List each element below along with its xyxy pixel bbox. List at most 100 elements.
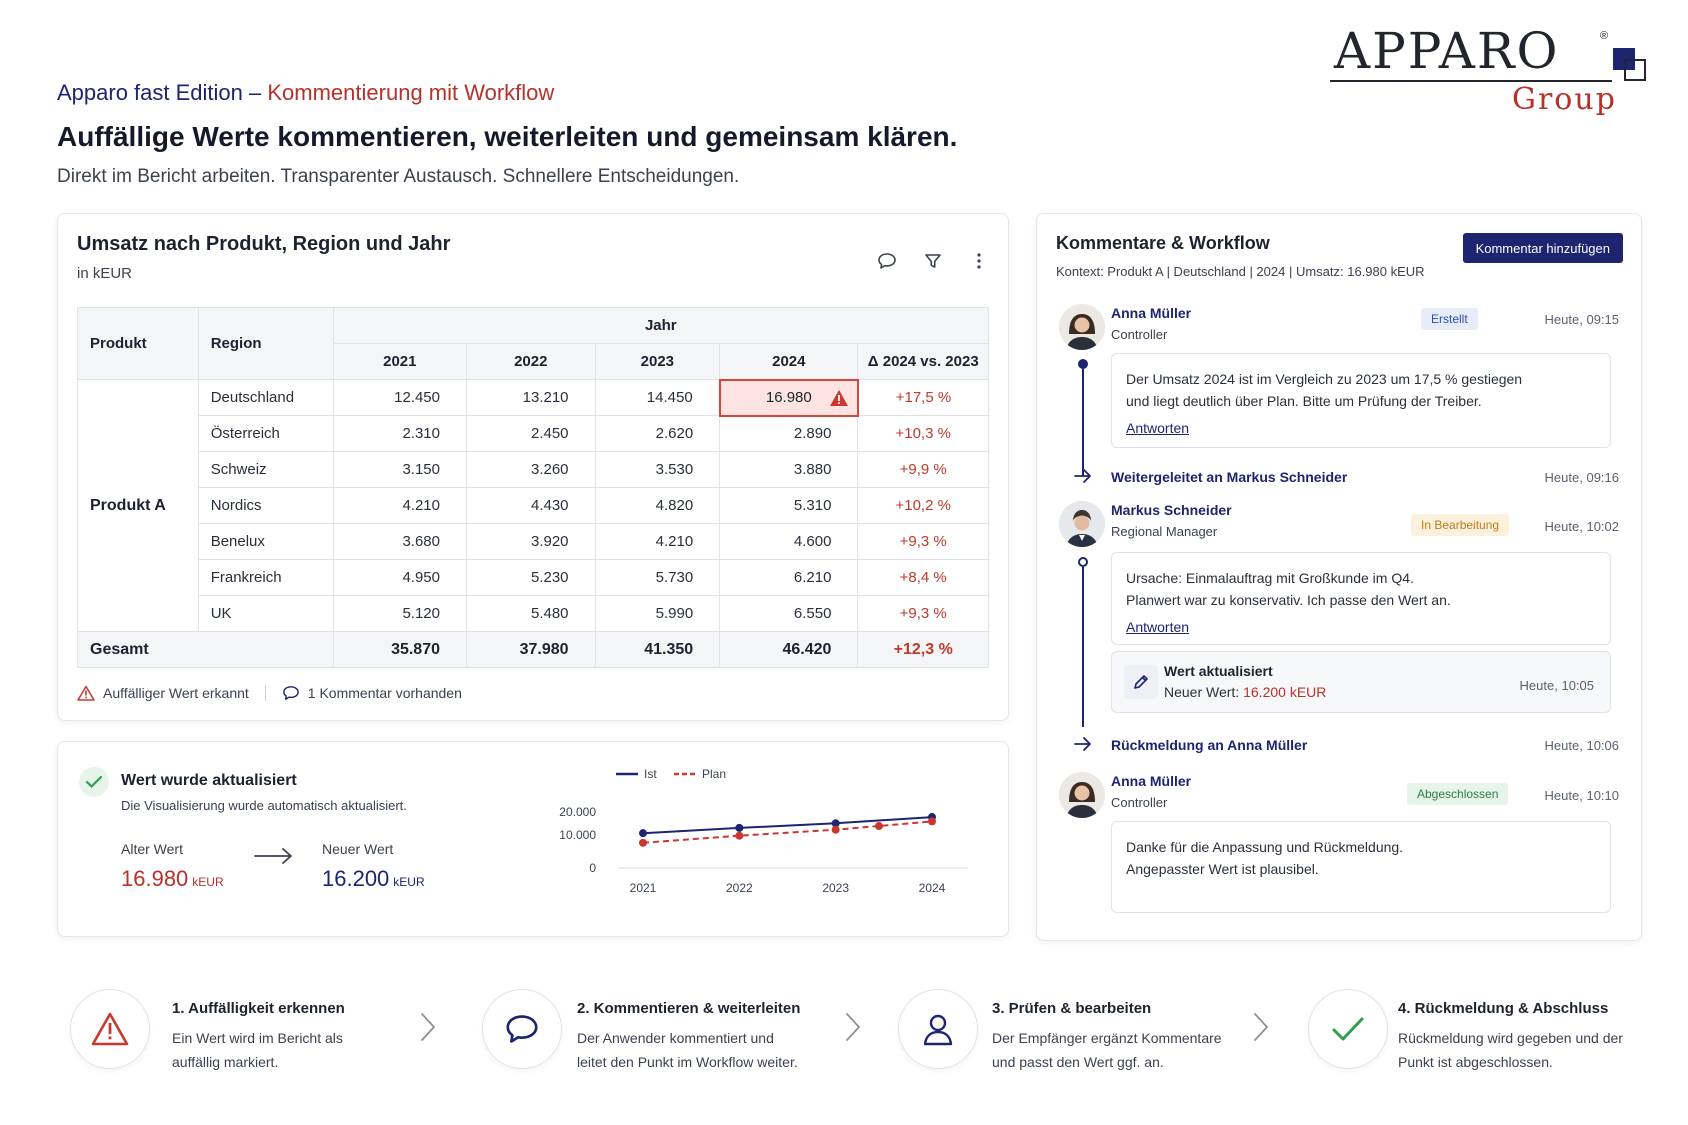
value-cell[interactable]: 3.880: [719, 451, 859, 488]
table-toolbar: [876, 250, 990, 272]
value-cell[interactable]: 2.890: [719, 415, 859, 452]
x-tick-label: 2021: [630, 881, 657, 895]
page-title: Auffällige Werte kommentieren, weiterlei…: [57, 121, 958, 152]
edit-icon: [1124, 665, 1158, 699]
value-cell[interactable]: 6.550: [719, 595, 859, 632]
value-cell[interactable]: 6.210: [719, 559, 859, 596]
value-cell[interactable]: 14.450: [594, 379, 721, 416]
comment-text-line: Ursache: Einmalauftrag mit Großkunde im …: [1126, 570, 1414, 586]
region-cell: Frankreich: [197, 559, 334, 596]
value-cell[interactable]: 2.310: [332, 415, 468, 452]
value-cell[interactable]: 5.480: [466, 595, 596, 632]
data-point-plan: [735, 831, 744, 840]
value-cell[interactable]: 4.210: [594, 523, 721, 560]
comment-body: Danke für die Anpassung und Rückmeldung.…: [1111, 821, 1611, 913]
comment-text-line: Angepasster Wert ist plausibel.: [1126, 861, 1319, 877]
logo-group: Group: [1512, 82, 1617, 117]
data-point-ist: [639, 829, 647, 838]
step-3-title: 3. Prüfen & bearbeiten: [992, 1000, 1152, 1017]
reply-link[interactable]: Antworten: [1126, 619, 1190, 635]
value-cell[interactable]: 4.820: [594, 487, 721, 524]
step-2-title: 2. Kommentieren & weiterleiten: [577, 1000, 801, 1017]
table-row: Nordics 4.210 4.430 4.820 5.310 +10,2 %: [78, 487, 989, 524]
step-2-description: Der Anwender kommentiert und leitet den …: [577, 1026, 837, 1074]
data-point-plan: [875, 822, 884, 831]
value-cell[interactable]: 5.310: [719, 487, 859, 524]
step-3-user-icon: [898, 989, 978, 1069]
value-updated-card: Wert wurde aktualisiert Die Visualisieru…: [57, 741, 1009, 937]
comment-icon[interactable]: [876, 250, 898, 272]
total-value-cell: 37.980: [466, 631, 596, 668]
x-tick-label: 2022: [726, 881, 753, 895]
comment-author[interactable]: Anna Müller: [1111, 773, 1192, 789]
comment-author[interactable]: Anna Müller: [1111, 305, 1192, 321]
total-value-cell: 46.420: [719, 631, 859, 668]
comment-role: Controller: [1111, 795, 1168, 810]
value-cell[interactable]: 3.530: [594, 451, 721, 488]
comment-body: Ursache: Einmalauftrag mit Großkunde im …: [1111, 552, 1611, 645]
value-cell[interactable]: 2.620: [594, 415, 721, 452]
reply-link[interactable]: Antworten: [1126, 420, 1190, 436]
chevron-right-icon: [420, 1012, 436, 1047]
y-tick-label: 20.000: [559, 805, 596, 819]
x-tick-label: 2024: [919, 881, 946, 895]
update-entry-prefix: Neuer Wert:: [1164, 684, 1240, 700]
value-cell[interactable]: 4.430: [466, 487, 596, 524]
table-row: UK 5.120 5.480 5.990 6.550 +9,3 %: [78, 595, 989, 632]
chevron-right-icon: [1253, 1012, 1269, 1047]
header-year-2024: 2024: [719, 343, 859, 380]
logo-square-outline: [1624, 59, 1646, 81]
header-region: Region: [197, 307, 334, 380]
value-cell[interactable]: 4.950: [332, 559, 468, 596]
delta-cell: +9,3 %: [857, 523, 989, 560]
value-cell[interactable]: 5.230: [466, 559, 596, 596]
value-cell[interactable]: 3.150: [332, 451, 468, 488]
delta-cell: +9,3 %: [857, 595, 989, 632]
value-cell[interactable]: 13.210: [466, 379, 596, 416]
table-row: Österreich 2.310 2.450 2.620 2.890 +10,3…: [78, 415, 989, 452]
status-badge: Erstellt: [1421, 308, 1478, 330]
update-entry-new-value: 16.200 kEUR: [1243, 684, 1327, 700]
table-card-title: Umsatz nach Produkt, Region und Jahr: [77, 233, 451, 255]
comment-body: Der Umsatz 2024 ist im Vergleich zu 2023…: [1111, 353, 1611, 448]
legend-separator: [264, 685, 266, 701]
status-badge: Abgeschlossen: [1407, 783, 1509, 805]
value-cell[interactable]: 2.450: [466, 415, 596, 452]
value-cell[interactable]: 12.450: [332, 379, 468, 416]
delta-cell: +9,9 %: [857, 451, 989, 488]
highlighted-value: 16.980: [765, 389, 812, 406]
filter-icon[interactable]: [922, 250, 944, 272]
legend-label-ist: Ist: [644, 767, 657, 781]
data-point-plan: [831, 825, 840, 834]
update-entry-value: Neuer Wert: 16.200 kEUR: [1164, 684, 1326, 700]
add-comment-button[interactable]: Kommentar hinzufügen: [1462, 233, 1623, 263]
value-cell[interactable]: 3.680: [332, 523, 468, 560]
timeline-line: [1082, 567, 1084, 727]
more-vertical-icon[interactable]: [968, 250, 990, 272]
legend-comment-text: 1 Kommentar vorhanden: [307, 685, 462, 701]
highlighted-value-cell[interactable]: 16.980: [718, 378, 859, 417]
value-cell[interactable]: 4.600: [719, 523, 859, 560]
value-cell[interactable]: 5.990: [594, 595, 721, 632]
step-2-line: leitet den Punkt im Workflow weiter.: [577, 1054, 798, 1070]
value-cell[interactable]: 5.120: [332, 595, 468, 632]
comment-author[interactable]: Markus Schneider: [1111, 502, 1232, 518]
value-cell[interactable]: 5.730: [594, 559, 721, 596]
y-tick-label: 0: [589, 861, 596, 875]
comment-time: Heute, 10:10: [1544, 788, 1619, 803]
table-card-unit: in kEUR: [77, 265, 133, 282]
value-cell[interactable]: 4.210: [332, 487, 468, 524]
apparo-logo: APPARO ® Group: [1330, 22, 1655, 122]
new-value-unit: kEUR: [393, 875, 425, 889]
header-year-2022: 2022: [466, 343, 596, 380]
update-entry-title: Wert aktualisiert: [1164, 663, 1273, 679]
data-point-plan: [928, 817, 936, 826]
check-icon: [79, 767, 109, 797]
ist-plan-line-chart: 0 10.000 20.000 2021 2022 2023 2024 Ist Plan: [559, 767, 968, 895]
forward-arrow-icon: [1073, 468, 1093, 489]
total-row: Gesamt 35.870 37.980 41.350 46.420 +12,3…: [77, 631, 989, 668]
value-cell[interactable]: 3.260: [466, 451, 596, 488]
value-cell[interactable]: 3.920: [466, 523, 596, 560]
update-entry-time: Heute, 10:05: [1519, 678, 1594, 693]
data-point-plan: [639, 838, 647, 847]
